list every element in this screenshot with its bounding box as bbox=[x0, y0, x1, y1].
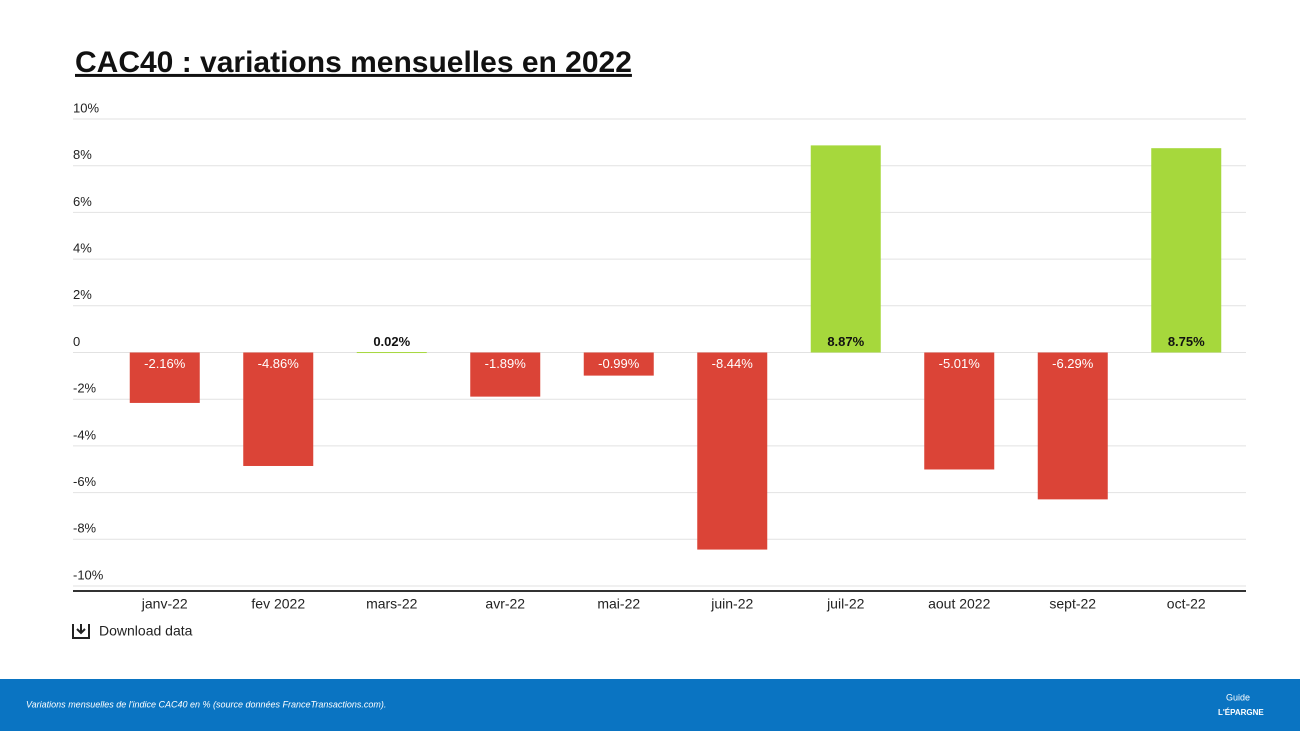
x-tick-label: avr-22 bbox=[485, 596, 525, 612]
data-label: 8.87% bbox=[827, 334, 864, 349]
data-label: 0.02% bbox=[373, 334, 410, 349]
y-tick-label: -6% bbox=[73, 474, 97, 489]
data-label: -2.16% bbox=[144, 356, 186, 371]
x-tick-label: juin-22 bbox=[710, 596, 753, 612]
logo-top: Guide bbox=[1226, 692, 1250, 702]
bar bbox=[697, 352, 768, 550]
y-tick-label: 6% bbox=[73, 194, 92, 209]
bar bbox=[1037, 352, 1108, 500]
bar bbox=[470, 352, 541, 397]
bar bbox=[129, 352, 200, 403]
x-tick-label: mars-22 bbox=[366, 596, 418, 612]
data-label: -0.99% bbox=[598, 356, 640, 371]
data-label: -6.29% bbox=[1052, 356, 1094, 371]
x-tick-label: janv-22 bbox=[141, 596, 188, 612]
bar bbox=[924, 352, 995, 470]
x-tick-label: fev 2022 bbox=[251, 596, 305, 612]
y-tick-label: -10% bbox=[73, 567, 104, 582]
download-button[interactable]: Download data bbox=[72, 623, 193, 639]
bar bbox=[1151, 148, 1222, 353]
download-label[interactable]: Download data bbox=[99, 623, 193, 639]
y-tick-label: 4% bbox=[73, 241, 92, 256]
x-tick-label: sept-22 bbox=[1049, 596, 1096, 612]
y-tick-label: -2% bbox=[73, 381, 97, 396]
download-icon[interactable] bbox=[72, 624, 90, 639]
footer-caption: Variations mensuelles de l'indice CAC40 … bbox=[26, 699, 386, 709]
logo-bottom: L'ÉPARGNE bbox=[1218, 708, 1264, 717]
y-tick-label: -8% bbox=[73, 521, 97, 536]
data-label: -4.86% bbox=[258, 356, 300, 371]
x-tick-label: oct-22 bbox=[1167, 596, 1206, 612]
y-tick-label: 0 bbox=[73, 334, 80, 349]
y-tick-label: 10% bbox=[73, 100, 99, 115]
y-tick-label: 2% bbox=[73, 287, 92, 302]
data-label: -1.89% bbox=[485, 356, 527, 371]
bar bbox=[243, 352, 314, 466]
bar bbox=[810, 145, 881, 353]
data-label: 8.75% bbox=[1168, 334, 1205, 349]
bar bbox=[356, 352, 427, 354]
data-label: -8.44% bbox=[712, 356, 754, 371]
footer-band bbox=[0, 679, 1300, 731]
y-tick-label: -4% bbox=[73, 427, 97, 442]
bar bbox=[583, 352, 654, 376]
x-tick-label: aout 2022 bbox=[928, 596, 990, 612]
chart-title: CAC40 : variations mensuelles en 2022 bbox=[75, 46, 632, 79]
data-label: -5.01% bbox=[939, 356, 981, 371]
x-tick-label: mai-22 bbox=[597, 596, 640, 612]
y-tick-label: 8% bbox=[73, 147, 92, 162]
x-tick-label: juil-22 bbox=[826, 596, 865, 612]
